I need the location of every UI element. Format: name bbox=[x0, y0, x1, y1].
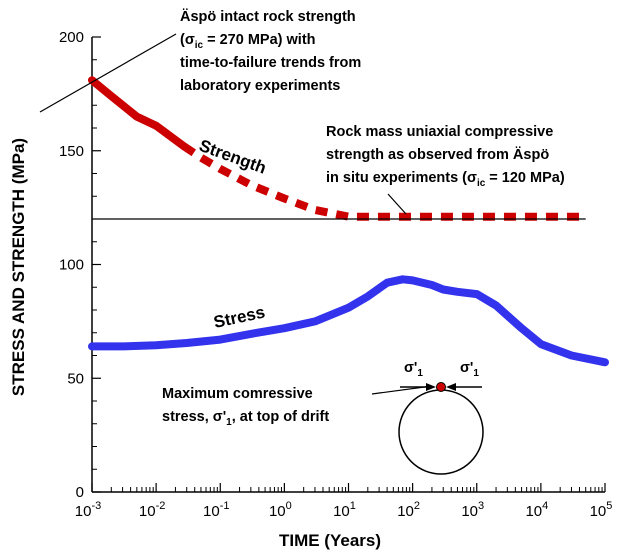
max-stress-line2-sub: 1 bbox=[226, 417, 232, 428]
x-tick-exp: -1 bbox=[220, 500, 230, 512]
rock-mass-line3-post: = 120 MPa) bbox=[485, 170, 565, 186]
y-tick-label: 0 bbox=[76, 484, 84, 501]
x-tick-base: 10 bbox=[75, 503, 92, 520]
x-tick-label: 103 bbox=[461, 500, 484, 520]
sigma-right-pre: σ' bbox=[460, 360, 473, 376]
max-stress-line2-pre: stress, σ' bbox=[162, 409, 226, 425]
strength-line-dashed bbox=[181, 142, 586, 221]
intact-line2-pre: (σ bbox=[180, 32, 195, 48]
rock-mass-line3-sub: ic bbox=[477, 178, 486, 189]
x-tick-label: 10-2 bbox=[139, 500, 165, 520]
intact-line3: time-to-failure trends from bbox=[180, 55, 361, 71]
y-tick-label: 150 bbox=[59, 143, 84, 160]
rock-mass-leader-line bbox=[387, 193, 407, 215]
x-tick-exp: -3 bbox=[91, 500, 101, 512]
x-tick-base: 10 bbox=[269, 503, 286, 520]
rock-mass-line2: strength as observed from Äspö bbox=[326, 146, 549, 163]
x-tick-base: 10 bbox=[590, 503, 607, 520]
x-tick-label: 105 bbox=[590, 500, 613, 520]
y-tick-label: 50 bbox=[67, 370, 84, 387]
x-tick-label: 10-3 bbox=[75, 500, 101, 520]
x-tick-base: 10 bbox=[333, 503, 350, 520]
x-tick-exp: 5 bbox=[606, 500, 612, 512]
sigma-right-arrow-icon bbox=[446, 383, 456, 391]
sigma-left-pre: σ' bbox=[404, 360, 417, 376]
rock-mass-annotation: Rock mass uniaxial compressive strength … bbox=[326, 124, 565, 215]
x-tick-exp: 0 bbox=[286, 500, 292, 512]
intact-strength-annotation: Äspö intact rock strength (σic = 270 MPa… bbox=[39, 8, 361, 113]
drift-circle-icon bbox=[398, 389, 484, 475]
intact-line2-sub: ic bbox=[195, 40, 204, 51]
x-tick-label: 10-1 bbox=[203, 500, 229, 520]
x-tick-label: 102 bbox=[397, 500, 420, 520]
x-tick-exp: 2 bbox=[414, 500, 420, 512]
sigma-left-arrow-icon bbox=[426, 383, 436, 391]
x-tick-exp: 3 bbox=[478, 500, 484, 512]
y-axis-title: STRESS AND STRENGTH (MPa) bbox=[9, 138, 28, 396]
stress-line-solid bbox=[88, 275, 609, 367]
x-tick-label: 101 bbox=[333, 500, 356, 520]
intact-line2: (σic = 270 MPa) with bbox=[180, 32, 316, 51]
max-stress-line2-post: , at top of drift bbox=[232, 409, 330, 425]
stress-curve-label: Stress bbox=[212, 303, 267, 332]
intact-line1: Äspö intact rock strength bbox=[180, 8, 356, 25]
x-tick-exp: 4 bbox=[542, 500, 548, 512]
sigma-right-label: σ'1 bbox=[460, 360, 479, 379]
x-tick-base: 10 bbox=[139, 503, 156, 520]
x-tick-base: 10 bbox=[461, 503, 478, 520]
intact-line2-post: = 270 MPa) with bbox=[203, 32, 315, 48]
x-axis-title: TIME (Years) bbox=[279, 531, 381, 550]
rock-mass-line1: Rock mass uniaxial compressive bbox=[326, 124, 553, 140]
series-layer bbox=[88, 76, 609, 367]
x-tick-label: 100 bbox=[269, 500, 292, 520]
x-tick-base: 10 bbox=[525, 503, 542, 520]
y-tick-label: 200 bbox=[59, 29, 84, 46]
x-tick-base: 10 bbox=[397, 503, 414, 520]
sigma-right-sub: 1 bbox=[473, 368, 479, 379]
max-stress-line1: Maximum comressive bbox=[162, 386, 313, 402]
x-tick-label: 104 bbox=[525, 500, 548, 520]
x-tick-exp: -2 bbox=[156, 500, 166, 512]
strength-line-solid bbox=[88, 76, 188, 151]
y-tick-label: 100 bbox=[59, 257, 84, 274]
sigma-left-sub: 1 bbox=[417, 368, 423, 379]
drift-top-point-icon bbox=[436, 382, 446, 392]
rock-mass-line3-pre: in situ experiments (σ bbox=[326, 170, 477, 186]
x-tick-base: 10 bbox=[203, 503, 220, 520]
drift-diagram: σ'1 σ'1 bbox=[398, 360, 484, 475]
sigma-left-label: σ'1 bbox=[404, 360, 423, 379]
intact-line4: laboratory experiments bbox=[180, 78, 340, 94]
max-stress-annotation: Maximum comressive stress, σ'1, at top o… bbox=[162, 385, 433, 428]
rock-mass-line3: in situ experiments (σic = 120 MPa) bbox=[326, 170, 565, 189]
x-tick-exp: 1 bbox=[350, 500, 356, 512]
strength-curve-label: Strength bbox=[197, 136, 269, 178]
max-stress-line2: stress, σ'1, at top of drift bbox=[162, 409, 329, 428]
intact-leader-line bbox=[39, 33, 177, 113]
ticks bbox=[91, 36, 606, 493]
